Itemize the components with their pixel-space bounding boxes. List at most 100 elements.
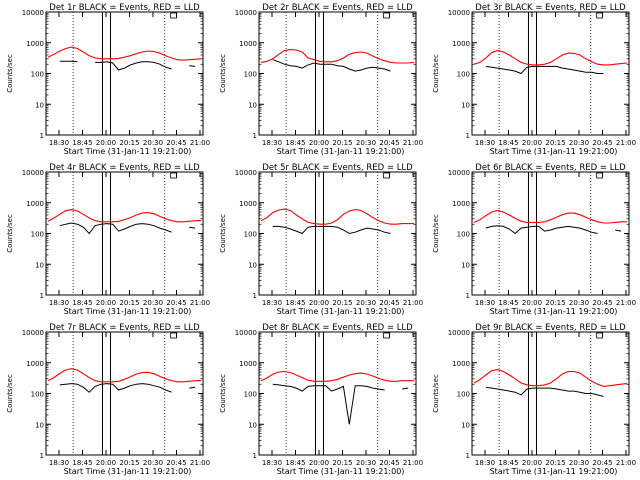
series-line-lld (47, 209, 201, 223)
panel-3: Det 3r BLACK = Events, RED = LLD 1 10 100 10… (432, 3, 636, 156)
x-axis-title: Start Time (31-Jan-11 19:21:00) (490, 147, 618, 156)
x-tick-label: 20:45 (379, 459, 399, 467)
flag-box (170, 172, 178, 179)
x-tick-label: 18:45 (498, 139, 518, 147)
x-tick-label: 21:00 (190, 299, 210, 307)
series-line-events (486, 387, 621, 396)
y-tick-label: 10000 (448, 9, 470, 17)
flag-box (596, 12, 604, 19)
y-axis-title: Counts/sec (6, 54, 14, 93)
x-tick-label: 21:00 (190, 459, 210, 467)
y-tick-label: 10000 (22, 9, 44, 17)
series-line-lld (260, 208, 414, 225)
x-tick-label: 18:30 (49, 459, 69, 467)
x-tick-label: 21:00 (616, 299, 636, 307)
x-tick-label: 20:30 (569, 139, 589, 147)
plot-frame (471, 331, 630, 456)
x-tick-label: 20:00 (522, 299, 542, 307)
x-tick-label: 20:00 (522, 459, 542, 467)
x-tick-label: 20:45 (592, 459, 612, 467)
y-tick-label: 1000 (239, 40, 257, 48)
x-tick-label: 18:45 (498, 459, 518, 467)
x-tick-label: 18:30 (49, 299, 69, 307)
panel-6: Det 6r BLACK = Events, RED = LLD 1 10 100 10… (432, 163, 636, 316)
series-line-lld (473, 49, 628, 66)
x-tick-label: 20:15 (119, 459, 139, 467)
y-tick-label: 100 (457, 231, 470, 239)
gap-box (101, 171, 111, 296)
x-tick-label: 20:15 (332, 139, 352, 147)
panel-5: Det 5r BLACK = Events, RED = LLD 1 10 100 10… (219, 163, 423, 316)
x-tick-label: 21:00 (616, 139, 636, 147)
y-tick-label: 100 (31, 71, 44, 79)
flag-box (596, 332, 604, 339)
y-tick-label: 1000 (452, 40, 470, 48)
series-line-events (59, 383, 196, 393)
x-axis-title: Start Time (31-Jan-11 19:21:00) (277, 147, 405, 156)
x-tick-label: 20:45 (592, 139, 612, 147)
panel-title: Det 3r BLACK = Events, RED = LLD (475, 3, 626, 13)
x-tick-label: 20:15 (545, 139, 565, 147)
x-tick-label: 20:30 (569, 299, 589, 307)
y-tick-label: 1 (466, 132, 470, 140)
x-tick-label: 20:15 (545, 459, 565, 467)
y-tick-label: 1 (40, 452, 44, 460)
y-tick-label: 1 (40, 132, 44, 140)
x-tick-label: 20:00 (96, 299, 116, 307)
x-tick-label: 21:00 (403, 459, 423, 467)
series-line-events (485, 225, 622, 235)
y-axis-title: Counts/sec (432, 54, 440, 93)
plot-frame (45, 171, 204, 296)
y-tick-label: 1000 (26, 40, 44, 48)
x-tick-label: 21:00 (403, 299, 423, 307)
y-tick-label: 1000 (239, 360, 257, 368)
y-axis-title: Counts/sec (432, 374, 440, 413)
panel-title: Det 6r BLACK = Events, RED = LLD (475, 163, 626, 173)
x-tick-label: 20:45 (166, 139, 186, 147)
flag-box (383, 12, 391, 19)
x-tick-label: 20:15 (332, 299, 352, 307)
flag-box (596, 172, 604, 179)
series-line-events (59, 60, 196, 71)
x-tick-label: 18:30 (475, 459, 495, 467)
x-tick-label: 20:30 (356, 459, 376, 467)
x-tick-label: 18:45 (285, 459, 305, 467)
gap-box (314, 11, 324, 136)
x-tick-label: 18:45 (72, 459, 92, 467)
flag-box (383, 172, 391, 179)
x-axis-title: Start Time (31-Jan-11 19:21:00) (490, 307, 618, 316)
gap-box (101, 11, 111, 136)
gap-box (101, 331, 111, 456)
x-tick-label: 18:45 (72, 299, 92, 307)
panel-title: Det 1r BLACK = Events, RED = LLD (49, 3, 200, 13)
gap-box (527, 171, 537, 296)
series-line-events (486, 66, 621, 73)
flag-box (383, 332, 391, 339)
x-tick-label: 20:15 (545, 299, 565, 307)
y-tick-label: 1 (40, 292, 44, 300)
x-axis-title: Start Time (31-Jan-11 19:21:00) (277, 307, 405, 316)
panel-title: Det 9r BLACK = Events, RED = LLD (475, 323, 626, 333)
y-tick-label: 10 (461, 421, 470, 429)
panel-4: Det 4r BLACK = Events, RED = LLD 1 10 100 10… (6, 163, 210, 316)
x-tick-label: 20:45 (166, 299, 186, 307)
series-line-lld (47, 46, 202, 61)
y-tick-label: 10 (248, 421, 257, 429)
gap-box (314, 171, 324, 296)
x-tick-label: 20:30 (569, 459, 589, 467)
y-tick-label: 1 (466, 292, 470, 300)
panel-8: Det 8r BLACK = Events, RED = LLD 1 10 100 10… (219, 323, 423, 476)
series-line-events (272, 383, 409, 425)
x-tick-label: 20:30 (143, 459, 163, 467)
y-tick-label: 10 (35, 101, 44, 109)
y-tick-label: 1000 (452, 360, 470, 368)
y-tick-label: 100 (244, 71, 257, 79)
y-axis-title: Counts/sec (6, 214, 14, 253)
x-tick-label: 18:30 (475, 299, 495, 307)
x-tick-label: 20:30 (143, 139, 163, 147)
x-tick-label: 21:00 (403, 139, 423, 147)
panel-title: Det 2r BLACK = Events, RED = LLD (262, 3, 413, 13)
y-tick-label: 1 (253, 132, 257, 140)
x-tick-label: 20:45 (379, 299, 399, 307)
plot-frame (45, 11, 204, 136)
